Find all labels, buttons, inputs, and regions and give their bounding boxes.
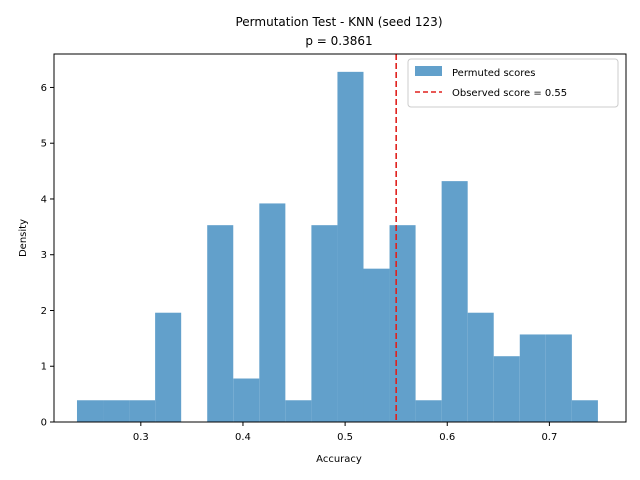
x-tick-label: 0.6 [439,432,455,443]
histogram-bar [233,378,260,422]
histogram-bars [76,71,598,423]
legend-label-permuted: Permuted scores [452,68,536,79]
y-tick-label: 6 [41,83,47,94]
histogram-bar [311,225,338,422]
y-tick-label: 4 [41,194,47,205]
legend-box [407,58,619,108]
y-tick-label: 3 [41,250,47,261]
chart-title: Permutation Test - KNN (seed 123) [235,15,442,29]
y-tick-label: 5 [41,139,47,150]
histogram-bar [207,225,234,422]
plot-frame [53,53,627,423]
histogram-bar [571,400,598,422]
legend: Permuted scores Observed score = 0.55 [407,58,619,108]
histogram-bar [76,400,104,422]
histogram-bar [493,356,520,422]
histogram-bar [337,71,364,423]
histogram-bar [545,334,572,422]
histogram-bar [363,268,390,422]
histogram-bar [103,400,130,422]
y-tick-label: 1 [41,362,47,373]
histogram-bar [389,225,416,422]
legend-label-observed: Observed score = 0.55 [452,88,567,99]
y-tick-label: 2 [41,306,47,317]
histogram-bar [155,312,182,422]
histogram-bar [285,400,312,422]
y-tick-label: 0 [41,418,47,429]
legend-swatch-permuted [415,66,442,76]
x-tick-label: 0.3 [133,432,149,443]
histogram-bar [129,400,156,422]
x-axis-ticks: 0.3 0.4 0.5 0.6 0.7 [133,422,557,443]
x-tick-label: 0.7 [541,432,557,443]
histogram-bar [467,312,494,422]
y-axis-ticks: 0 1 2 3 4 5 6 [41,83,54,429]
y-axis-label: Density [18,219,29,257]
histogram-bar [259,203,286,422]
x-tick-label: 0.4 [235,432,251,443]
histogram-bar [415,400,442,422]
histogram-bar [441,181,468,422]
x-tick-label: 0.5 [337,432,353,443]
chart-subtitle: p = 0.3861 [305,34,372,48]
x-axis-label: Accuracy [316,454,362,465]
histogram-bar [519,334,546,422]
